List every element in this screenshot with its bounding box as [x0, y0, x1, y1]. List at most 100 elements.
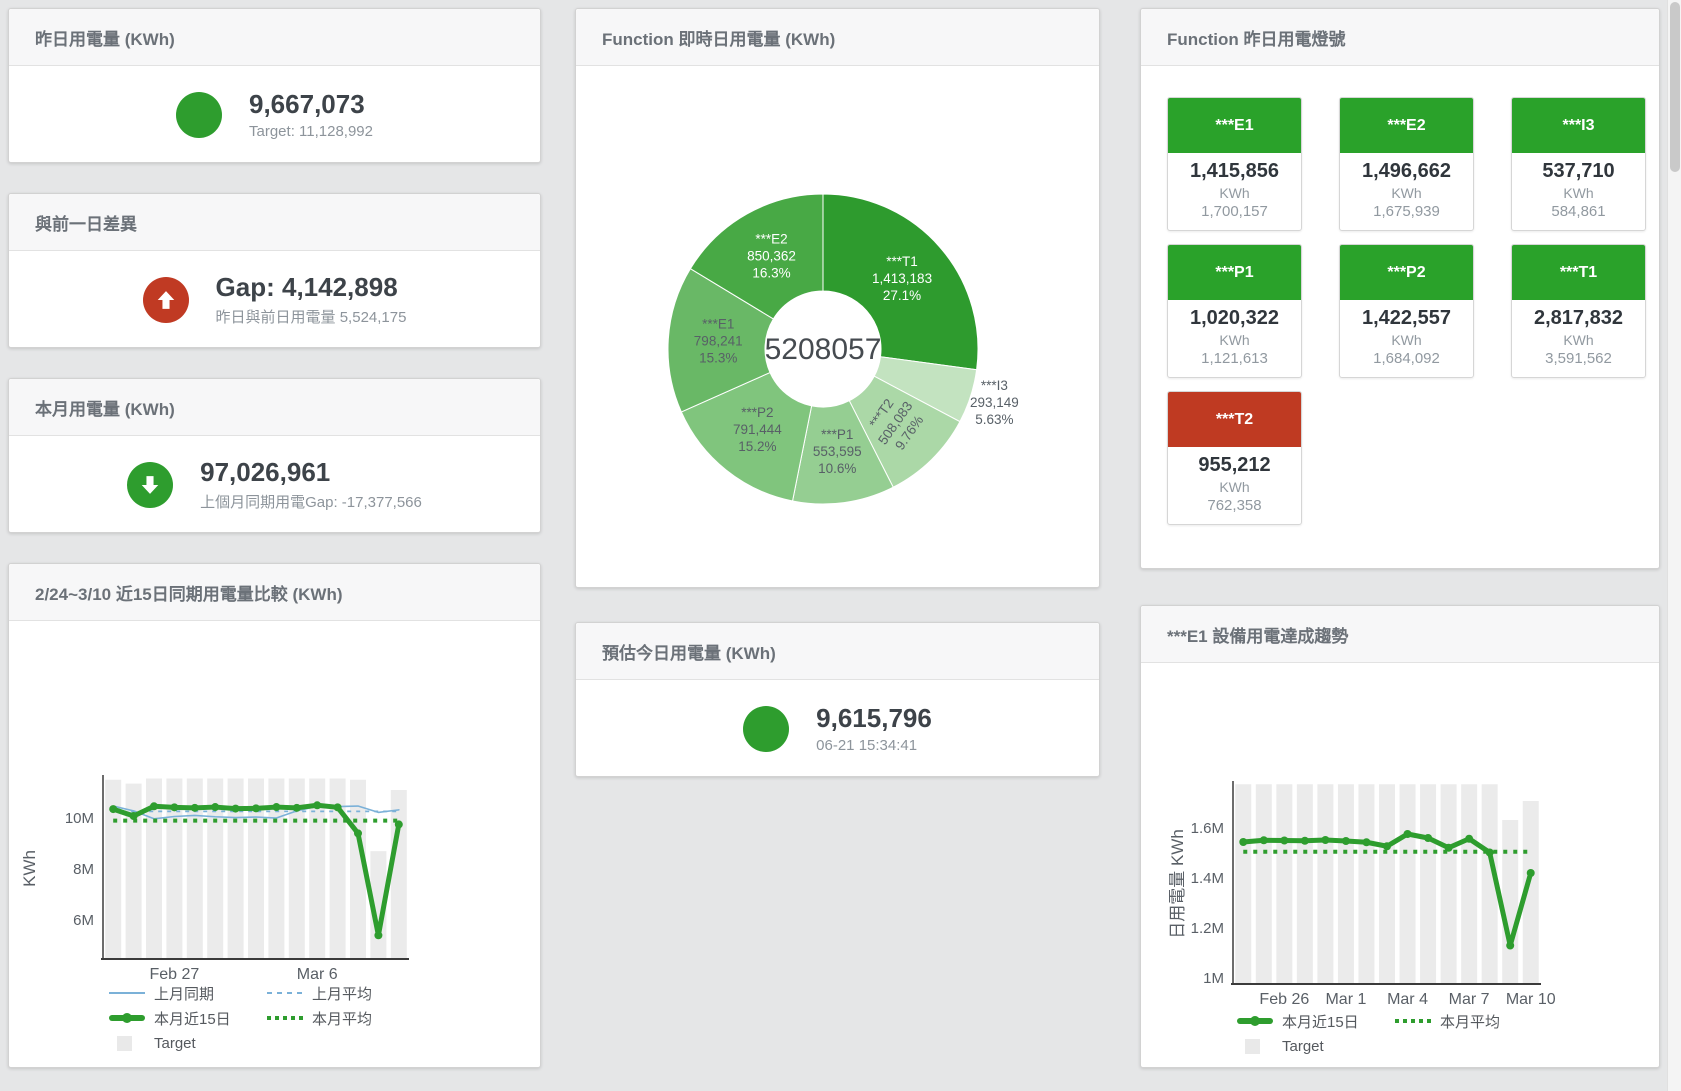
status-circle-icon — [176, 92, 222, 138]
tile-unit: KWh — [1391, 185, 1422, 201]
panel-gap-prev-day: 與前一日差異 Gap: 4,142,898 昨日與前日用電量 5,524,175 — [8, 193, 541, 348]
target-bar — [1296, 784, 1313, 984]
donut-slice-label: ***P2 791,444 15.2% — [733, 405, 782, 454]
status-tile: ***T2 955,212 KWh 762,358 — [1167, 391, 1302, 525]
usage-donut-chart[interactable]: ***T1 1,413,183 27.1% ***I3 293,149 5.63% ***T… — [576, 66, 1099, 589]
tile-value: 1,422,557 — [1362, 307, 1451, 329]
donut-slice-label: ***T2508,0839.76% — [861, 389, 929, 457]
scrollbar-thumb[interactable] — [1670, 2, 1680, 172]
donut-slice-E1[interactable] — [667, 267, 775, 413]
legend-item-本月平均[interactable]: 本月平均 — [1395, 1011, 1553, 1031]
tile-unit: KWh — [1219, 185, 1250, 201]
target-bar — [227, 778, 244, 959]
panel-estimate-today: 預估今日用電量 (KWh) 9,615,796 06-21 15:34:41 — [575, 622, 1100, 777]
donut-center-total: 5208057 — [765, 333, 882, 366]
stat-text: Gap: 4,142,898 昨日與前日用電量 5,524,175 — [215, 272, 407, 327]
legend-item-上月平均[interactable]: 上月平均 — [267, 983, 425, 1003]
down-arrow-icon — [127, 462, 174, 508]
status-tile-grid: ***E1 1,415,856 KWh 1,700,157 ***E2 1,496,662… — [1141, 66, 1659, 525]
y-tick-label: 10M — [65, 810, 94, 827]
x-tick-label: Mar 6 — [297, 966, 338, 981]
donut-slice-P2[interactable] — [680, 371, 813, 502]
stat-value: 97,026,961 — [200, 457, 331, 488]
tile-unit: KWh — [1563, 185, 1594, 201]
legend-item-本月近15日[interactable]: 本月近15日 — [1237, 1011, 1395, 1031]
donut-slice-label: ***E1 798,241 15.3% — [694, 316, 743, 365]
tile-label: ***E1 — [1168, 98, 1301, 153]
tile-target-value: 762,358 — [1207, 497, 1262, 514]
panel-yesterday-usage: 昨日用電量 (KWh) 9,667,073 Target: 11,128,992 — [8, 8, 541, 163]
tile-label: ***E2 — [1340, 98, 1473, 153]
panel-title: 與前一日差異 — [35, 214, 137, 234]
legend-item-本月近15日[interactable]: 本月近15日 — [109, 1008, 267, 1028]
x-tick-label: Feb 27 — [149, 966, 199, 981]
donut-slice-label: ***P1 553,595 10.6% — [813, 427, 862, 476]
status-tile: ***P2 1,422,557 KWh 1,684,092 — [1339, 244, 1474, 378]
legend-swatch-thick-icon — [1237, 1016, 1273, 1026]
y-axis-label: KWh — [20, 850, 39, 887]
y-tick-label: 8M — [73, 861, 94, 878]
chart-legend: 本月近15日 本月平均 Target — [1237, 1011, 1553, 1056]
target-bar — [1481, 784, 1498, 984]
panel-status-lights: Function 昨日用電燈號 ***E1 1,415,856 KWh 1,700,1… — [1140, 8, 1660, 569]
donut-slice-label: ***E2 850,362 16.3% — [747, 232, 796, 281]
target-bar — [1235, 784, 1252, 984]
scrollbar-track[interactable] — [1667, 0, 1681, 1091]
tile-target-value: 1,684,092 — [1373, 350, 1440, 367]
legend-item-本月平均[interactable]: 本月平均 — [267, 1008, 425, 1028]
series-line-上月同期 — [112, 805, 400, 820]
x-tick-label: Mar 4 — [1387, 991, 1428, 1005]
legend-label: 本月近15日 — [154, 1010, 231, 1028]
legend-label: 上月同期 — [154, 985, 215, 1003]
target-bar — [166, 778, 183, 959]
target-bar — [268, 778, 285, 959]
legend-item-Target[interactable]: Target — [1237, 1036, 1395, 1056]
tile-label: ***T2 — [1168, 392, 1301, 447]
panel-e1-trend-chart: ***E1 設備用電達成趨勢 1M 1.2M 1.4M 1.6M Feb 26 Mar 1… — [1140, 605, 1660, 1068]
x-tick-label: Mar 7 — [1449, 991, 1490, 1005]
legend-label: Target — [1282, 1037, 1324, 1055]
legend-item-上月同期[interactable]: 上月同期 — [109, 983, 267, 1003]
stat-text: 97,026,961 上個月同期用電Gap: -17,377,566 — [200, 457, 422, 512]
target-bar — [390, 789, 407, 959]
target-bar — [370, 851, 387, 959]
tile-value: 537,710 — [1542, 160, 1615, 182]
target-bar — [1337, 784, 1354, 984]
target-bar — [186, 778, 203, 959]
tile-value: 1,020,322 — [1190, 307, 1279, 329]
panel-header: 昨日用電量 (KWh) — [9, 9, 540, 66]
y-tick-label: 1.6M — [1191, 820, 1224, 837]
panel-header: 2/24~3/10 近15日同期用電量比較 (KWh) — [9, 564, 540, 621]
legend-swatch-line-icon — [109, 992, 145, 994]
donut-slice-E2[interactable] — [689, 193, 824, 320]
target-bar — [288, 778, 305, 959]
stat-subtext: 昨日與前日用電量 5,524,175 — [215, 308, 407, 326]
target-bar — [1317, 784, 1334, 984]
e1-trend-line-chart[interactable]: 1M 1.2M 1.4M 1.6M Feb 26 Mar 1 Mar 4 Mar 7 Mar 1… — [1141, 663, 1661, 1008]
target-bar — [309, 778, 326, 959]
target-bar — [1399, 784, 1416, 984]
tile-target-value: 584,861 — [1551, 203, 1606, 220]
target-bar — [1276, 784, 1293, 984]
legend-item-Target[interactable]: Target — [109, 1033, 267, 1053]
x-tick-label: Feb 26 — [1259, 991, 1309, 1005]
tile-value: 1,496,662 — [1362, 160, 1451, 182]
y-tick-label: 1.2M — [1191, 920, 1224, 937]
tile-target-value: 1,675,939 — [1373, 203, 1440, 220]
stat-value: Gap: 4,142,898 — [215, 272, 398, 303]
tile-value: 1,415,856 — [1190, 160, 1279, 182]
tile-unit: KWh — [1391, 332, 1422, 348]
stat-value: 9,615,796 — [816, 703, 932, 734]
comparison-line-chart[interactable]: 6M 8M 10M Feb 27 Mar 6 KWh — [9, 621, 542, 983]
donut-slice-T1[interactable] — [822, 193, 979, 371]
panel-title: 本月用電量 (KWh) — [35, 399, 175, 419]
legend-swatch-box-icon — [117, 1035, 132, 1051]
target-bar — [1461, 784, 1478, 984]
panel-realtime-donut: Function 即時日用電量 (KWh) ***T1 1,413,183 27.1… — [575, 8, 1100, 588]
tile-unit: KWh — [1219, 479, 1250, 495]
target-bar — [1522, 801, 1539, 984]
target-bar — [1379, 784, 1395, 984]
legend-swatch-box-icon — [1245, 1038, 1260, 1054]
tile-label: ***P2 — [1340, 245, 1473, 300]
panel-title: 昨日用電量 (KWh) — [35, 29, 175, 49]
